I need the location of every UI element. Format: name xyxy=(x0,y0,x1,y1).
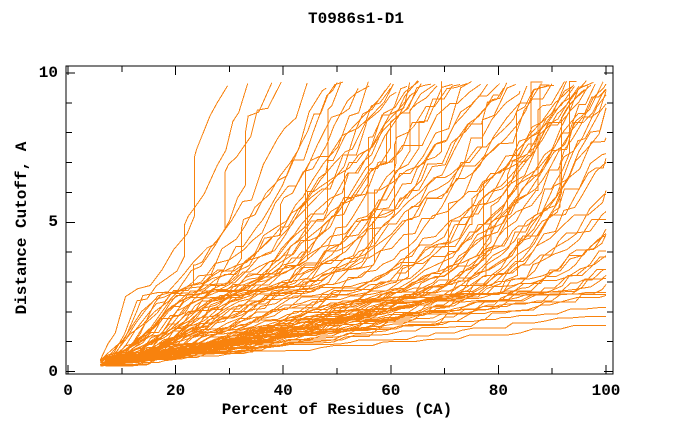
model-curve xyxy=(110,316,606,360)
model-curve xyxy=(116,255,607,360)
model-curve xyxy=(105,91,397,366)
model-curve xyxy=(110,81,543,367)
x-tick-label: 0 xyxy=(63,382,73,400)
model-curve xyxy=(110,234,607,367)
model-curve xyxy=(105,256,606,362)
model-curve xyxy=(111,294,606,367)
model-curve xyxy=(121,325,606,362)
model-curve xyxy=(105,85,548,365)
y-tick-label: 0 xyxy=(48,362,58,381)
model-curve xyxy=(110,81,282,362)
model-curve xyxy=(116,83,436,364)
axis-frame xyxy=(65,65,614,375)
model-curve xyxy=(110,153,607,362)
model-curve xyxy=(105,83,392,360)
model-curve xyxy=(105,83,308,361)
model-curve xyxy=(100,81,420,366)
x-tick-label: 80 xyxy=(488,382,508,400)
model-curve xyxy=(121,83,453,363)
model-curve xyxy=(100,93,413,366)
model-curve xyxy=(100,85,370,361)
model-curve xyxy=(116,83,553,363)
x-tick-label: 60 xyxy=(381,382,401,400)
model-curve xyxy=(105,83,432,367)
model-curve xyxy=(100,295,607,363)
model-curve xyxy=(105,194,606,366)
model-curve xyxy=(100,85,438,363)
x-tick-label: 100 xyxy=(591,382,621,400)
model-curve xyxy=(105,306,606,361)
model-curve xyxy=(100,82,338,360)
model-curve xyxy=(116,94,499,367)
plot-frame-and-ticks xyxy=(65,65,614,375)
y-tick-label: 5 xyxy=(48,213,58,232)
model-curve xyxy=(105,83,249,366)
model-curve xyxy=(116,87,327,363)
model-curve xyxy=(116,81,369,360)
model-curve xyxy=(105,88,359,361)
x-axis-label: Percent of Residues (CA) xyxy=(221,401,453,419)
model-curves xyxy=(99,80,607,367)
model-curve xyxy=(110,87,392,362)
model-curve xyxy=(121,90,521,360)
y-tick-label: 10 xyxy=(38,64,58,82)
model-curve xyxy=(110,83,422,362)
model-curve xyxy=(99,85,228,361)
model-curve xyxy=(110,83,468,362)
x-tick-label: 40 xyxy=(273,382,293,400)
x-tick-label: 20 xyxy=(165,382,186,400)
model-curve xyxy=(105,83,501,365)
model-curve xyxy=(100,83,481,366)
chart-title: T0986s1-D1 xyxy=(307,10,405,28)
model-curve xyxy=(116,81,472,363)
model-curve xyxy=(105,211,607,361)
model-curve xyxy=(105,82,411,361)
